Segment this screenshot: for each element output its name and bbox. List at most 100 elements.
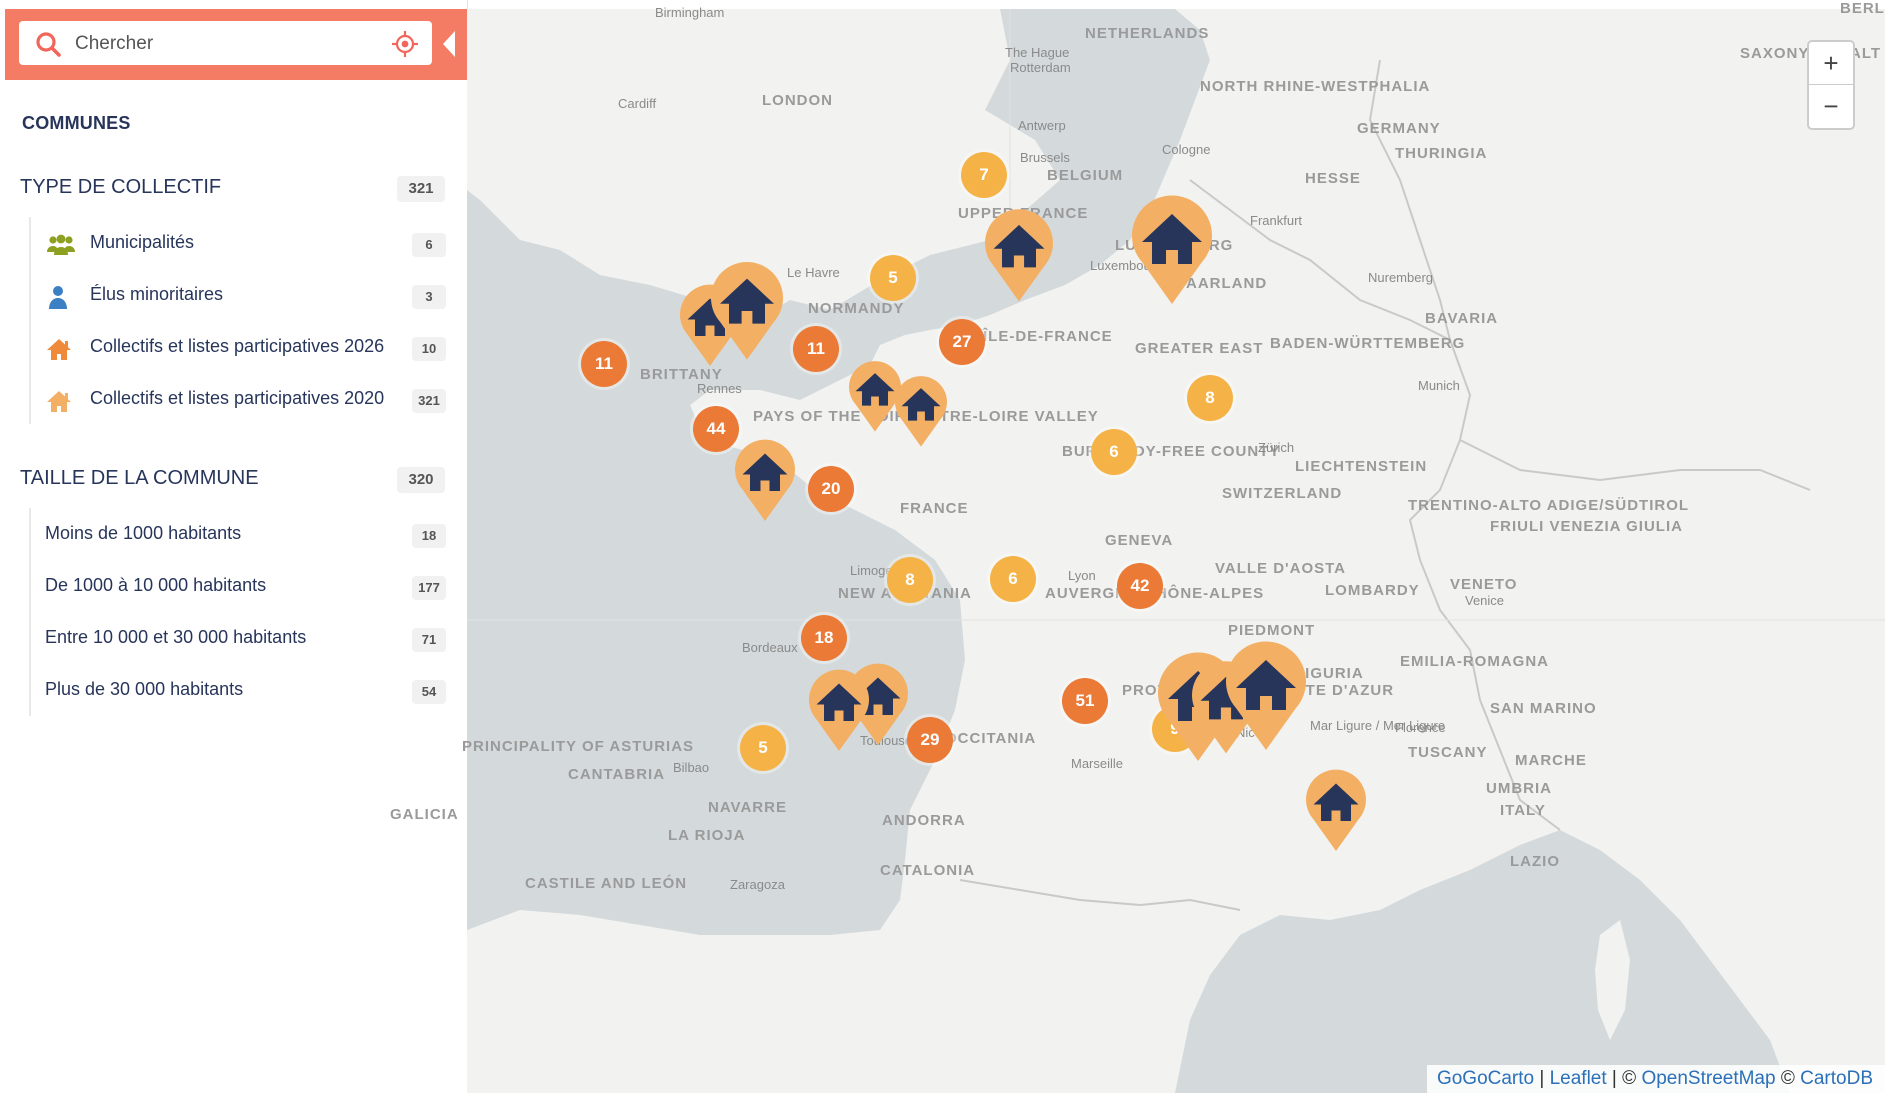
- filter-group-type[interactable]: TYPE DE COLLECTIF 321: [20, 172, 445, 204]
- place-label: Venice: [1465, 593, 1505, 608]
- cluster-marker[interactable]: 29: [907, 717, 953, 763]
- search-box: [19, 21, 432, 65]
- place-label: NETHERLANDS: [1085, 25, 1210, 42]
- place-label: VALLE D'AOSTA: [1215, 560, 1347, 577]
- place-label: OCCITANIA: [945, 730, 1037, 747]
- map-svg[interactable]: [467, 9, 1885, 1093]
- place-label: Florence: [1395, 720, 1446, 735]
- cluster-marker[interactable]: 6: [990, 556, 1036, 602]
- filter-group-count: 321: [397, 176, 445, 202]
- filter-item-count: 321: [412, 389, 446, 413]
- house-icon: [1236, 660, 1296, 710]
- filter-item-size-10000-30000[interactable]: Entre 10 000 et 30 000 habitants 71: [31, 619, 446, 659]
- house-pin-marker[interactable]: [733, 439, 797, 523]
- filter-item-size-1000-10000[interactable]: De 1000 à 10 000 habitants 177: [31, 567, 446, 607]
- zoom-in-button[interactable]: +: [1809, 42, 1853, 85]
- border-france-east: [1189, 179, 1561, 831]
- house-pin-marker[interactable]: [807, 669, 871, 753]
- cluster-marker[interactable]: 11: [793, 326, 839, 372]
- house-icon: [47, 339, 71, 360]
- cluster-marker[interactable]: 6: [1091, 429, 1137, 475]
- filter-item-collectifs-2026[interactable]: Collectifs et listes participatives 2026…: [31, 328, 446, 368]
- place-label: LONDON: [762, 92, 833, 109]
- place-label: UMBRIA: [1486, 780, 1552, 797]
- filter-item-collectifs-2020[interactable]: Collectifs et listes participatives 2020…: [31, 380, 446, 420]
- filter-item-elus-minoritaires[interactable]: Élus minoritaires 3: [31, 276, 446, 316]
- place-label: Marseille: [1071, 756, 1124, 771]
- house-pin-marker[interactable]: [983, 209, 1055, 303]
- place-label: BERLIN: [1840, 0, 1885, 17]
- attribution-leaflet-link[interactable]: Leaflet: [1549, 1068, 1607, 1089]
- place-label: GERMANY: [1357, 120, 1441, 137]
- filter-item-count: 71: [412, 628, 446, 652]
- cluster-marker[interactable]: 5: [740, 725, 786, 771]
- filter-item-size-over-30000[interactable]: Plus de 30 000 habitants 54: [31, 671, 446, 711]
- place-label: Bordeaux: [742, 640, 798, 655]
- border-pyrenees: [959, 879, 1241, 911]
- filter-group-type-items: Municipalités 6 Élus minoritaires 3 Coll…: [29, 217, 446, 424]
- place-label: NAVARRE: [708, 799, 787, 816]
- place-label: Frankfurt: [1250, 213, 1303, 228]
- place-label: Mar Ligure / Mer Ligure: [1310, 718, 1446, 733]
- filter-group-count: 320: [397, 467, 445, 493]
- house-icon: [47, 391, 71, 412]
- place-label: GALICIA: [390, 806, 459, 823]
- cluster-marker[interactable]: 44: [693, 406, 739, 452]
- cluster-marker[interactable]: 8: [887, 557, 933, 603]
- collapse-sidebar-button[interactable]: [443, 31, 455, 57]
- place-label: Cardiff: [618, 96, 657, 111]
- filter-item-label: Collectifs et listes participatives 2026: [90, 336, 385, 356]
- place-label: GREATER EAST: [1135, 340, 1264, 357]
- house-pin-marker[interactable]: [1224, 641, 1308, 752]
- land-corsica: [1595, 920, 1630, 1040]
- attribution-separator: | ©: [1606, 1068, 1642, 1089]
- cluster-marker[interactable]: 11: [581, 341, 627, 387]
- place-label: BELGIUM: [1047, 167, 1124, 184]
- cluster-marker[interactable]: 18: [801, 615, 847, 661]
- place-label: TRENTINO-ALTO ADIGE/SÜDTIROL: [1408, 497, 1690, 514]
- attribution-gogocarto-link[interactable]: GoGoCarto: [1436, 1068, 1535, 1089]
- cluster-marker[interactable]: 5: [870, 255, 916, 301]
- cluster-marker[interactable]: 42: [1117, 563, 1163, 609]
- group-people-icon: [47, 234, 75, 255]
- filter-group-label: TYPE DE COLLECTIF: [20, 176, 222, 198]
- house-pin-marker[interactable]: [1304, 769, 1368, 853]
- search-input[interactable]: [73, 27, 377, 61]
- search-icon[interactable]: [35, 31, 61, 57]
- filter-item-size-under-1000[interactable]: Moins de 1000 habitants 18: [31, 515, 446, 555]
- zoom-out-button[interactable]: −: [1823, 91, 1839, 121]
- place-label: Zürich: [1258, 440, 1295, 455]
- geolocate-icon[interactable]: [392, 31, 418, 57]
- house-icon: [1313, 783, 1359, 821]
- filter-item-label: De 1000 à 10 000 habitants: [45, 575, 267, 595]
- section-title: COMMUNES: [22, 113, 131, 133]
- house-pin-marker[interactable]: [893, 376, 949, 449]
- place-label: BRITTANY: [640, 366, 723, 383]
- filter-item-count: 18: [412, 524, 446, 548]
- cluster-marker[interactable]: 20: [808, 466, 854, 512]
- cluster-marker[interactable]: 8: [1187, 375, 1233, 421]
- attribution-osm-link[interactable]: OpenStreetMap: [1641, 1068, 1776, 1089]
- house-icon: [816, 683, 862, 721]
- place-label: Le Havre: [787, 265, 840, 280]
- place-label: LIGURIA: [1295, 665, 1364, 682]
- house-pin-marker[interactable]: [1130, 195, 1214, 306]
- house-icon: [855, 373, 895, 406]
- attribution-carto-link[interactable]: CartoDB: [1800, 1068, 1873, 1089]
- filter-item-count: 3: [412, 285, 446, 309]
- border-germany-west: [1368, 59, 1451, 341]
- attribution-separator: ©: [1775, 1068, 1801, 1089]
- place-label: ÎLE-DE-FRANCE: [983, 328, 1113, 345]
- house-icon: [742, 453, 788, 491]
- place-label: Antwerp: [1018, 118, 1066, 133]
- map-canvas[interactable]: Birmingham NETHERLANDS The Hague Rotterdam B…: [390, 0, 1885, 1093]
- filter-item-municipalites[interactable]: Municipalités 6: [31, 224, 446, 264]
- house-icon: [1142, 214, 1202, 264]
- land-continent: [467, 9, 1885, 1093]
- house-pin-marker[interactable]: [847, 361, 903, 434]
- cluster-marker[interactable]: 7: [961, 152, 1007, 198]
- cluster-marker[interactable]: 51: [1062, 678, 1108, 724]
- cluster-marker[interactable]: 27: [939, 319, 985, 365]
- house-pin-marker[interactable]: [709, 261, 785, 362]
- filter-group-size[interactable]: TAILLE DE LA COMMUNE 320: [20, 463, 445, 495]
